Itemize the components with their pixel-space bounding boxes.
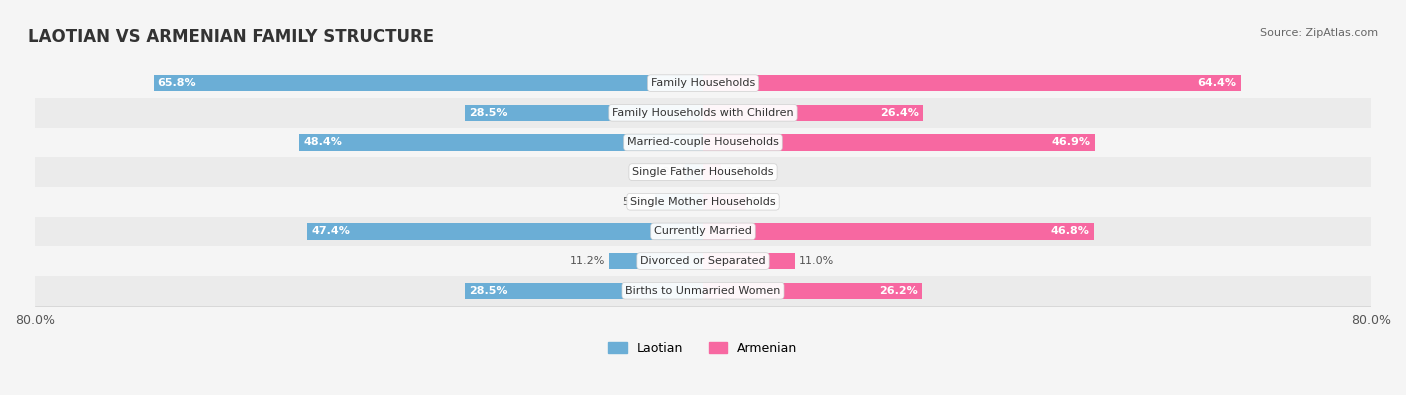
Bar xyxy=(703,253,794,269)
Bar xyxy=(465,282,703,299)
Text: 65.8%: 65.8% xyxy=(157,78,197,88)
Legend: Laotian, Armenian: Laotian, Armenian xyxy=(603,337,803,360)
Text: Currently Married: Currently Married xyxy=(654,226,752,236)
Bar xyxy=(609,253,703,269)
Text: LAOTIAN VS ARMENIAN FAMILY STRUCTURE: LAOTIAN VS ARMENIAN FAMILY STRUCTURE xyxy=(28,28,434,46)
Text: Births to Unmarried Women: Births to Unmarried Women xyxy=(626,286,780,296)
Bar xyxy=(153,75,703,91)
Bar xyxy=(703,105,924,121)
Bar xyxy=(703,164,720,180)
Text: Divorced or Separated: Divorced or Separated xyxy=(640,256,766,266)
Bar xyxy=(35,216,1371,246)
Text: 5.8%: 5.8% xyxy=(621,197,651,207)
Bar xyxy=(655,194,703,210)
Bar xyxy=(703,282,922,299)
Text: 48.4%: 48.4% xyxy=(304,137,342,147)
Bar xyxy=(703,134,1095,150)
Bar xyxy=(465,105,703,121)
Text: Single Mother Households: Single Mother Households xyxy=(630,197,776,207)
Text: Single Father Households: Single Father Households xyxy=(633,167,773,177)
Bar xyxy=(35,187,1371,216)
Text: Family Households with Children: Family Households with Children xyxy=(612,108,794,118)
Text: 28.5%: 28.5% xyxy=(470,286,508,296)
Bar xyxy=(703,223,1094,239)
Text: 28.5%: 28.5% xyxy=(470,108,508,118)
Bar xyxy=(35,68,1371,98)
Text: 11.0%: 11.0% xyxy=(799,256,834,266)
Text: Family Households: Family Households xyxy=(651,78,755,88)
Text: Source: ZipAtlas.com: Source: ZipAtlas.com xyxy=(1260,28,1378,38)
Bar xyxy=(35,276,1371,305)
Text: 46.8%: 46.8% xyxy=(1050,226,1090,236)
Text: 64.4%: 64.4% xyxy=(1198,78,1236,88)
Bar xyxy=(35,246,1371,276)
Bar xyxy=(35,98,1371,128)
Text: 47.4%: 47.4% xyxy=(311,226,350,236)
Text: 5.2%: 5.2% xyxy=(751,197,779,207)
Bar xyxy=(307,223,703,239)
Text: 2.1%: 2.1% xyxy=(724,167,754,177)
Bar xyxy=(703,194,747,210)
Bar xyxy=(35,128,1371,157)
Bar xyxy=(299,134,703,150)
Text: 11.2%: 11.2% xyxy=(569,256,606,266)
Text: 2.2%: 2.2% xyxy=(652,167,681,177)
Bar xyxy=(685,164,703,180)
Text: 26.2%: 26.2% xyxy=(879,286,918,296)
Text: 46.9%: 46.9% xyxy=(1052,137,1091,147)
Bar xyxy=(703,75,1240,91)
Bar xyxy=(35,157,1371,187)
Text: 26.4%: 26.4% xyxy=(880,108,920,118)
Text: Married-couple Households: Married-couple Households xyxy=(627,137,779,147)
